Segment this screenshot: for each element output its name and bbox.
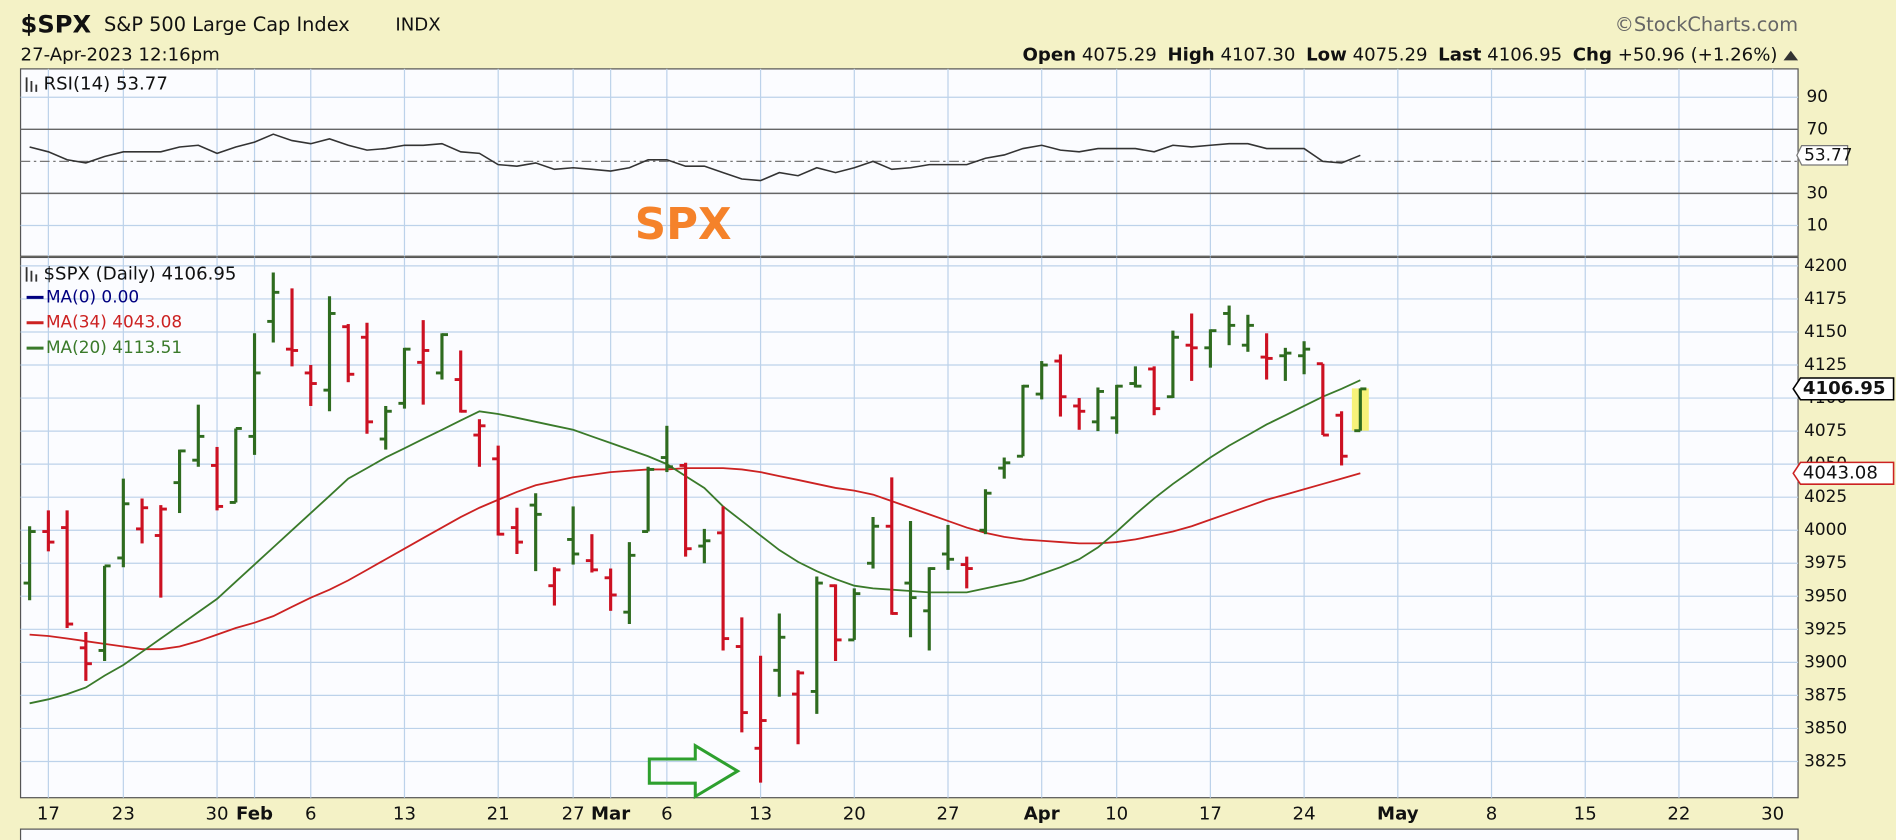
- quote-label: Last: [1438, 45, 1482, 66]
- plot-layer: 17 23 30 Feb 6 13 21 27 Mar 6 13 20 27 Apr 10 17 24 May 8 1…: [20, 68, 1895, 825]
- x-tick-label: 15: [1574, 804, 1597, 825]
- source: ©StockCharts.com: [1615, 13, 1798, 36]
- x-tick-label: 20: [843, 804, 866, 825]
- y-tick-label: 3900: [1804, 651, 1847, 671]
- y-tick-label: 90: [1807, 86, 1829, 106]
- x-tick-label: 21: [487, 804, 510, 825]
- y-tick-label: 10: [1807, 214, 1829, 234]
- x-tick-label: 6: [661, 804, 673, 825]
- x-tick-label: 17: [37, 804, 60, 825]
- y-tick-label: 4000: [1804, 519, 1847, 539]
- quote-value: 4106.95: [1487, 45, 1562, 66]
- symbol: $SPX: [21, 10, 92, 38]
- y-tick-label: 3825: [1804, 750, 1847, 770]
- x-tick-label: 24: [1293, 804, 1316, 825]
- x-tick-label: 13: [749, 804, 772, 825]
- quote-value: 4075.29: [1082, 45, 1157, 66]
- arrow: [647, 743, 741, 800]
- y-tick-label: 4150: [1804, 321, 1847, 341]
- y-tick-label: 4025: [1804, 486, 1847, 506]
- x-tick-label: 27: [936, 804, 959, 825]
- rsi-tag: 53.77: [1804, 144, 1852, 164]
- x-tick-label: 23: [112, 804, 135, 825]
- y-tick-label: 4125: [1804, 354, 1847, 374]
- y-tick-label: 4200: [1804, 255, 1847, 275]
- legend-label: MA(34) 4043.08: [46, 312, 182, 332]
- price-tag-box: [1792, 461, 1895, 485]
- quote-label: Low: [1306, 45, 1347, 66]
- quote-label: Open: [1023, 45, 1077, 66]
- y-tick-label: 70: [1807, 118, 1829, 138]
- rsi-tag-box: [1796, 145, 1849, 166]
- legend-icon: [25, 267, 38, 282]
- y-tick-label: 3875: [1804, 684, 1847, 704]
- datetime: 27-Apr-2023 12:16pm: [21, 45, 220, 66]
- x-tick-label: May: [1377, 804, 1419, 825]
- moving-average: [29, 379, 1361, 705]
- quote-value: 4075.29: [1353, 45, 1428, 66]
- moving-average: [29, 467, 1361, 651]
- y-tick-label: 3925: [1804, 618, 1847, 638]
- y-tick-label: 4075: [1804, 420, 1847, 440]
- x-tick-label: 30: [1761, 804, 1784, 825]
- legend-label: MA(20) 4113.51: [46, 337, 182, 357]
- x-tick-label: 8: [1486, 804, 1498, 825]
- x-tick-label: 17: [1199, 804, 1222, 825]
- y-tick-label: 4175: [1804, 288, 1847, 308]
- y-tick-label: 3975: [1804, 552, 1847, 572]
- quote-value: +50.96 (+1.26%): [1618, 45, 1778, 66]
- quote-value: 4107.30: [1220, 45, 1295, 66]
- volume-panel: [19, 828, 1799, 840]
- rsi-line: [29, 133, 1361, 182]
- rsi-icon: [25, 77, 38, 92]
- x-tick-label: 22: [1667, 804, 1690, 825]
- quote: Open 4075.29 High 4107.30 Low 4075.29 La…: [1023, 45, 1778, 66]
- up-arrow-icon: [1783, 50, 1799, 61]
- y-tick-label: 30: [1807, 182, 1829, 202]
- x-tick-label: 10: [1105, 804, 1128, 825]
- annotation: SPX: [635, 200, 732, 250]
- x-tick-label: 6: [305, 804, 317, 825]
- x-tick-label: Apr: [1024, 804, 1060, 825]
- price-tag: 4106.95: [1803, 378, 1886, 399]
- x-tick-label: Feb: [236, 804, 273, 825]
- x-tick-label: 27: [562, 804, 585, 825]
- legend-label: MA(0) 0.00: [46, 286, 139, 306]
- y-tick-label: 3950: [1804, 585, 1847, 605]
- quote-label: Chg: [1573, 45, 1612, 66]
- x-tick-label: 13: [393, 804, 416, 825]
- y-tick-label: 3850: [1804, 717, 1847, 737]
- x-tick-label: Mar: [591, 804, 630, 825]
- quote-label: High: [1167, 45, 1214, 66]
- exchange: INDX: [395, 14, 440, 35]
- price-tag-box: [1792, 377, 1895, 401]
- legend-label: $SPX (Daily) 4106.95: [44, 263, 237, 284]
- rsi-label: RSI(14) 53.77: [44, 74, 168, 95]
- index-name: S&P 500 Large Cap Index: [104, 13, 350, 36]
- price-tag: 4043.08: [1803, 462, 1878, 483]
- x-tick-label: 30: [206, 804, 229, 825]
